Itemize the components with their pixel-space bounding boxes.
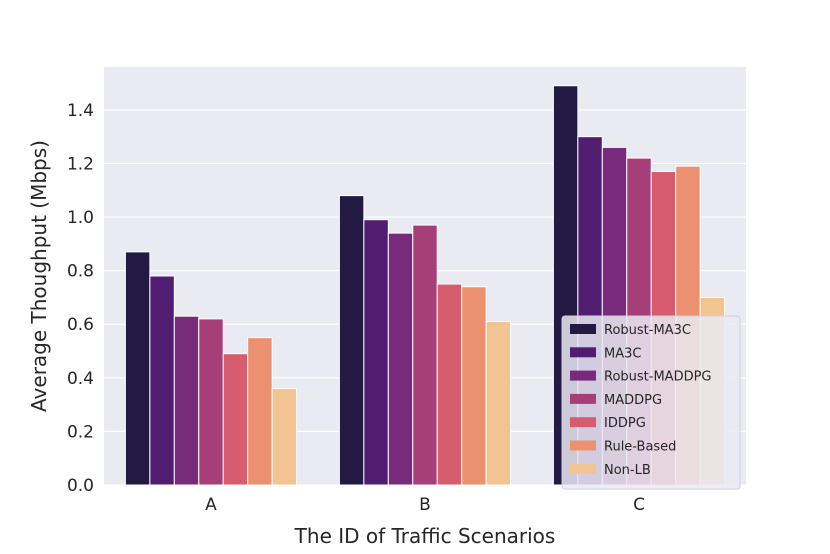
y-tick-label: 1.4	[67, 101, 94, 121]
y-axis-label: Average Thoughput (Mbps)	[27, 140, 51, 412]
x-axis-label: The ID of Traffic Scenarios	[294, 524, 556, 548]
y-tick-label: 0.8	[67, 262, 94, 282]
legend-label-maddpg: MADDPG	[604, 393, 662, 408]
y-tick-label: 1.2	[67, 154, 94, 174]
y-axis-ticks: 0.0 0.2 0.4 0.6 0.8 1.0 1.2 1.4	[67, 101, 94, 496]
legend-swatch-rule-based	[570, 440, 596, 451]
bar-non-lb-a	[271, 388, 298, 486]
x-tick-label: A	[205, 495, 217, 515]
bar-non-lb-b	[485, 321, 512, 486]
legend-swatch-ma3c	[570, 347, 596, 358]
legend-label-rule-based: Rule-Based	[604, 440, 676, 455]
legend-swatch-robust-maddpg	[570, 370, 596, 381]
legend-label-robust-ma3c: Robust-MA3C	[604, 323, 691, 338]
bar-maddpg-a	[198, 318, 224, 486]
legend-swatch-iddpg	[570, 417, 596, 428]
legend: Robust-MA3C MA3C Robust-MADDPG MADDPG IDDPG R…	[561, 315, 741, 490]
bar-iddpg-b	[436, 283, 463, 486]
bar-ma3c-a	[149, 275, 175, 486]
legend-label-robust-maddpg: Robust-MADDPG	[604, 370, 712, 385]
x-tick-label: C	[633, 495, 645, 515]
legend-swatch-robust-ma3c	[570, 324, 596, 334]
y-tick-label: 0.6	[67, 315, 94, 335]
y-tick-label: 0.4	[67, 369, 94, 389]
legend-label-non-lb: Non-LB	[604, 463, 651, 478]
bar-iddpg-a	[222, 353, 249, 486]
bar-robust-ma3c-a	[124, 251, 151, 486]
x-tick-label: B	[419, 495, 431, 515]
legend-swatch-maddpg	[570, 393, 596, 404]
legend-swatch-non-lb	[570, 463, 596, 474]
bar-robust-maddpg-b	[387, 232, 414, 486]
y-tick-label: 0.2	[67, 422, 94, 442]
y-tick-label: 1.0	[67, 208, 94, 228]
legend-label-ma3c: MA3C	[604, 346, 641, 361]
bar-robust-ma3c-b	[338, 195, 365, 486]
bar-ma3c-b	[363, 219, 389, 486]
bar-maddpg-b	[412, 224, 438, 486]
bar-rule-based-b	[461, 286, 487, 486]
legend-box	[561, 315, 741, 490]
legend-label-iddpg: IDDPG	[604, 416, 646, 431]
x-axis-ticks: A B C	[205, 495, 645, 515]
bar-robust-maddpg-a	[173, 315, 200, 486]
bar-rule-based-a	[247, 337, 273, 486]
y-tick-label: 0.0	[67, 476, 94, 496]
